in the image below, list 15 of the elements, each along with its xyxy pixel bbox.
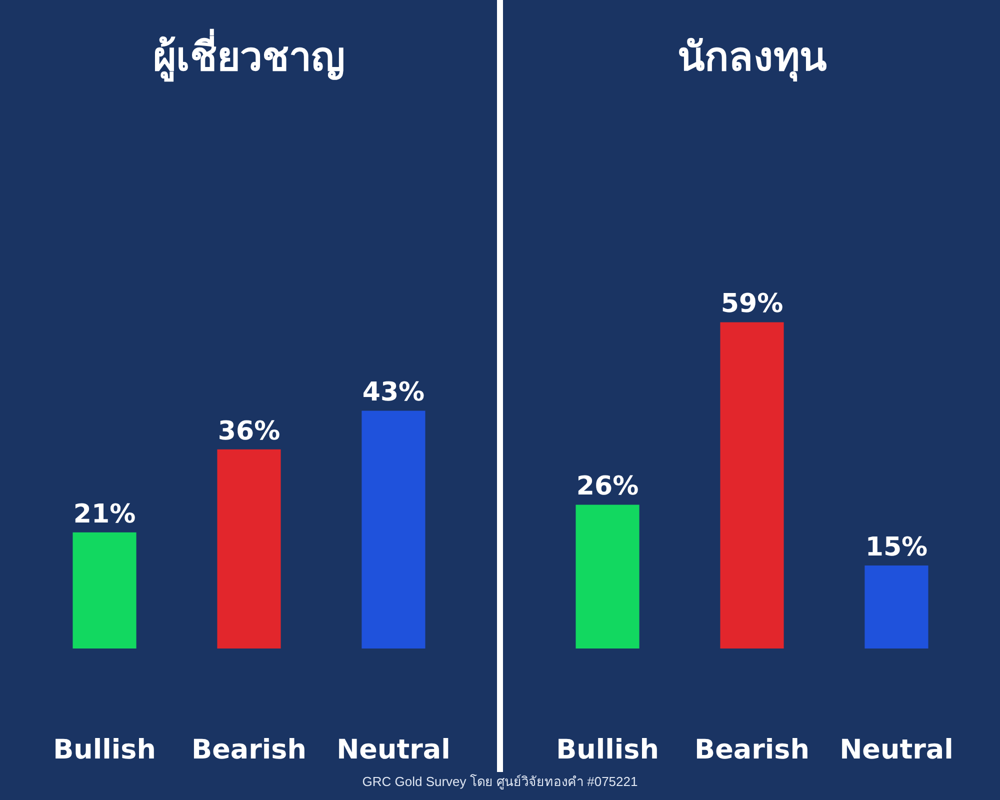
data-label: 21%: [73, 499, 136, 530]
x-tick-label: Neutral: [840, 734, 954, 766]
x-tick-label: Neutral: [336, 734, 450, 766]
text: GRC Gold Survey โดย ศูนย์วิจัยทองคำ #075221: [362, 773, 638, 792]
data-label: 59%: [720, 289, 784, 320]
x-tick-label: Bullish: [556, 734, 659, 766]
data-label: 36%: [218, 416, 280, 446]
data-label: 43%: [362, 378, 425, 408]
chart-title: นักลงทุน: [678, 34, 826, 82]
x-tick-label: Bearish: [192, 734, 306, 766]
x-tick-label: Bearish: [694, 734, 810, 766]
data-label: 26%: [576, 472, 639, 502]
data-label: 15%: [865, 532, 928, 563]
chart-title: ผู้เชี่ยวชาญ: [153, 28, 345, 82]
x-tick-label: Bullish: [53, 734, 156, 766]
